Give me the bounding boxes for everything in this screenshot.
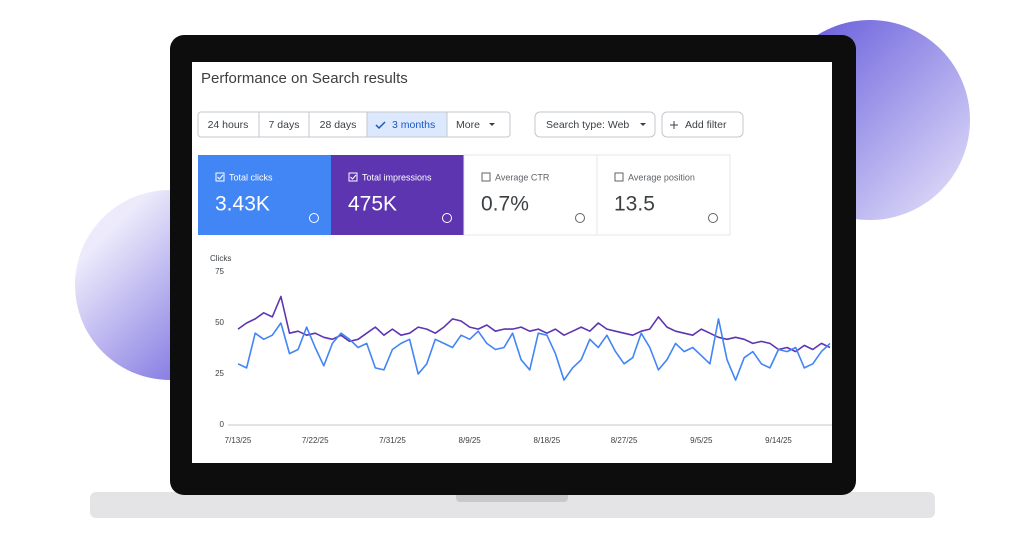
metric-card[interactable] [198, 155, 331, 235]
y-tick-label: 50 [215, 318, 224, 327]
y-tick-label: 0 [220, 420, 225, 429]
help-icon [442, 213, 452, 223]
metric-label: Total clicks [229, 172, 273, 182]
checkbox [348, 172, 358, 182]
checkbox [481, 172, 491, 182]
metric-card[interactable] [331, 155, 464, 235]
chart: Clicks 0 25 50 75 7/13/25 7/22/25 7/31/25 8/9/25… [210, 254, 832, 445]
metric-value: 475K [348, 193, 397, 216]
help-icon [309, 213, 319, 223]
filter-button[interactable]: 28 days [320, 119, 357, 131]
x-tick-label: 8/9/25 [459, 436, 482, 445]
help-icon [708, 213, 718, 223]
metric-card[interactable] [596, 154, 731, 236]
checkbox [614, 172, 624, 182]
series-line [237, 318, 831, 381]
check-icon [350, 174, 357, 180]
help-icon [575, 213, 585, 223]
filter-button[interactable]: More [456, 119, 480, 131]
dropdown-icon [489, 123, 495, 126]
metric-label: Average position [628, 172, 695, 182]
filter-button[interactable]: Add filter [685, 119, 727, 131]
metric-value: 3.43K [215, 193, 270, 216]
x-tick-label: 9/14/25 [765, 436, 792, 445]
metric-label: Total impressions [362, 172, 432, 182]
y-tick-label: 25 [215, 369, 224, 378]
check-icon [217, 174, 224, 180]
add-filter-button[interactable] [661, 111, 744, 138]
dropdown-icon [640, 123, 646, 126]
y-axis-title: Clicks [210, 254, 231, 263]
x-tick-label: 8/27/25 [611, 436, 638, 445]
x-tick-label: 7/22/25 [302, 436, 329, 445]
metric-label: Average CTR [495, 172, 550, 182]
x-tick-label: 7/13/25 [225, 436, 252, 445]
metric-value: 13.5 [614, 193, 655, 216]
date-selected-bg [366, 111, 448, 138]
filter-button[interactable]: 24 hours [208, 119, 249, 131]
check-icon [375, 121, 386, 130]
x-tick-label: 7/31/25 [379, 436, 406, 445]
filter-button[interactable]: Search type: Web [546, 119, 629, 131]
x-tick-label: 9/5/25 [690, 436, 713, 445]
metric-value: 0.7% [481, 193, 529, 216]
checkbox [215, 172, 225, 182]
plus-icon [670, 121, 678, 129]
y-tick-label: 75 [215, 267, 224, 276]
metric-cards: Total clicks 3.43K Total impressions 475K Av… [198, 154, 731, 236]
x-tick-label: 8/18/25 [534, 436, 561, 445]
page-title: Performance on Search results [201, 70, 408, 87]
laptop-base [90, 492, 935, 518]
search-type-button[interactable] [534, 111, 656, 138]
metric-card[interactable] [463, 154, 598, 236]
filter-button[interactable]: 3 months [392, 119, 435, 131]
filter-button[interactable]: 7 days [269, 119, 300, 131]
